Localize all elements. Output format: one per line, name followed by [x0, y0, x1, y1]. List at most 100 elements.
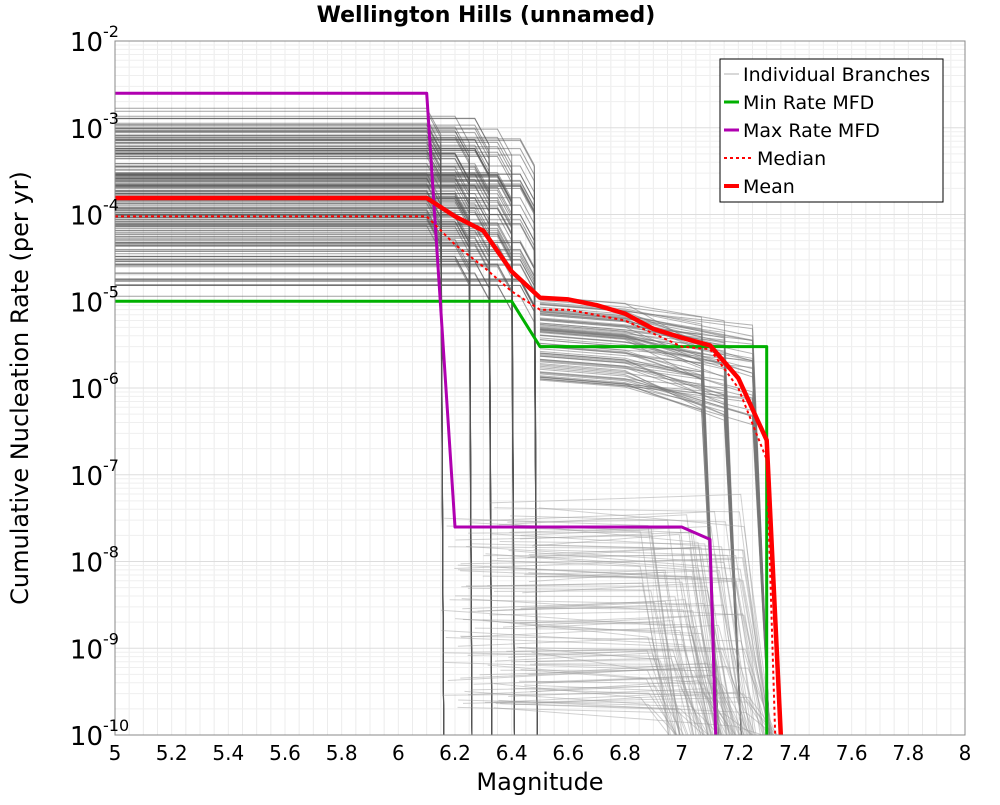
branch-curve [471, 543, 772, 736]
branch-curve [508, 688, 735, 736]
x-tick-label: 5.6 [269, 741, 301, 765]
branch-curve [508, 550, 769, 736]
branch-curve [527, 546, 728, 736]
branch-curve [514, 687, 736, 736]
branch-curve [115, 256, 473, 736]
branch-curve [538, 575, 721, 736]
branch-curve [115, 141, 445, 736]
branch-curve [519, 613, 772, 736]
branch-curve [507, 519, 697, 736]
branch-curve [533, 544, 773, 736]
branch-curve [487, 664, 751, 736]
x-tick-label: 5 [109, 741, 122, 765]
y-tick-exponent: -5 [103, 282, 119, 301]
legend-label-median: Median [757, 148, 826, 170]
branch-curve [115, 140, 445, 736]
branch-curve [490, 559, 670, 736]
branch-curve [115, 190, 445, 736]
x-tick-label: 7.8 [892, 741, 924, 765]
branch-curve [528, 662, 736, 736]
branch-curve [457, 564, 770, 736]
branch-curve [487, 582, 671, 736]
branch-curve [485, 553, 746, 736]
legend-box [719, 58, 944, 203]
x-tick-label: 8 [959, 741, 972, 765]
branch-curve [115, 239, 473, 736]
series-layer [115, 91, 784, 736]
branch-curve [508, 650, 676, 736]
branch-curve [115, 255, 473, 736]
branch-curve [520, 599, 714, 736]
y-tick-label: 10 [70, 549, 103, 579]
branch-curve [462, 600, 695, 736]
y-tick-label: 10 [70, 288, 103, 318]
y-tick-exponent: -8 [103, 543, 119, 562]
branch-curve [465, 585, 736, 736]
branch-curve [528, 572, 709, 736]
branch-curve [457, 637, 681, 736]
branch-curve [529, 555, 728, 736]
branch-curve [464, 690, 677, 736]
branch-curve [115, 217, 445, 736]
branch-curve [528, 546, 730, 736]
y-tick-label: 10 [70, 722, 103, 752]
branch-curve [443, 661, 723, 736]
chart-title: Wellington Hills (unnamed) [317, 3, 656, 28]
branch-curve [115, 219, 538, 736]
branch-curve [470, 685, 709, 736]
branch-curve [497, 553, 745, 736]
branch-curve [115, 137, 473, 736]
branch-curve [534, 663, 741, 736]
branch-curve [538, 507, 773, 736]
branch-curve [536, 607, 712, 736]
y-tick-labels: 10-210-310-410-510-610-710-810-910-10 [70, 22, 129, 752]
branch-curve [115, 173, 445, 736]
branch-curve [115, 215, 473, 736]
branch-curve [494, 507, 769, 736]
branch-curve [458, 699, 720, 736]
y-tick-label: 10 [70, 462, 103, 492]
branch-curve [493, 707, 763, 736]
x-tick-label: 5.2 [156, 741, 188, 765]
branch-curve [461, 624, 748, 736]
branch-curve [514, 691, 769, 736]
branch-curve [522, 580, 772, 736]
branch-curve [454, 595, 704, 736]
branch-curve [533, 549, 757, 736]
branch-curve [115, 217, 445, 736]
branch-curve [536, 569, 749, 736]
branch-curve [460, 635, 770, 736]
branch-curve [454, 557, 772, 736]
branch-curve [473, 674, 745, 736]
branch-curve [520, 525, 740, 736]
series-line-max-rate-mfd [115, 91, 718, 736]
branch-curve [115, 186, 538, 736]
branch-curve [447, 667, 706, 736]
branch-curve [528, 571, 693, 736]
y-axis-title: Cumulative Nucleation Rate (per yr) [6, 171, 34, 605]
branch-curve [455, 534, 680, 736]
branch-curve [539, 379, 770, 736]
y-tick-label: 10 [70, 202, 103, 232]
y-tick-label: 10 [70, 635, 103, 665]
x-tick-labels: 5 5.2 5.4 5.6 5.8 6 6.2 6.4 6.6 6.8 7 7.2 7.4 7.6 7.8 8 [109, 741, 972, 765]
x-tick-label: 7.4 [779, 741, 811, 765]
branch-curve [494, 652, 681, 736]
branch-curve [490, 566, 730, 736]
legend-label-mean: Mean [743, 176, 795, 198]
branch-curve [524, 659, 689, 736]
y-tick-label: 10 [70, 28, 103, 58]
branch-curve [482, 575, 764, 736]
branch-curve [457, 706, 754, 736]
branch-curve [460, 570, 766, 736]
x-tick-label: 5.8 [326, 741, 358, 765]
legend-label-individual-branches: Individual Branches [743, 64, 930, 86]
legend: Individual Branches Min Rate MFD Max Rat… [719, 58, 944, 203]
branch-curve [493, 683, 670, 736]
x-tick-label: 6 [392, 741, 405, 765]
y-tick-exponent: -7 [103, 456, 119, 475]
branch-curve [115, 242, 538, 736]
branch-curve [539, 376, 770, 736]
branch-curve [530, 680, 728, 736]
